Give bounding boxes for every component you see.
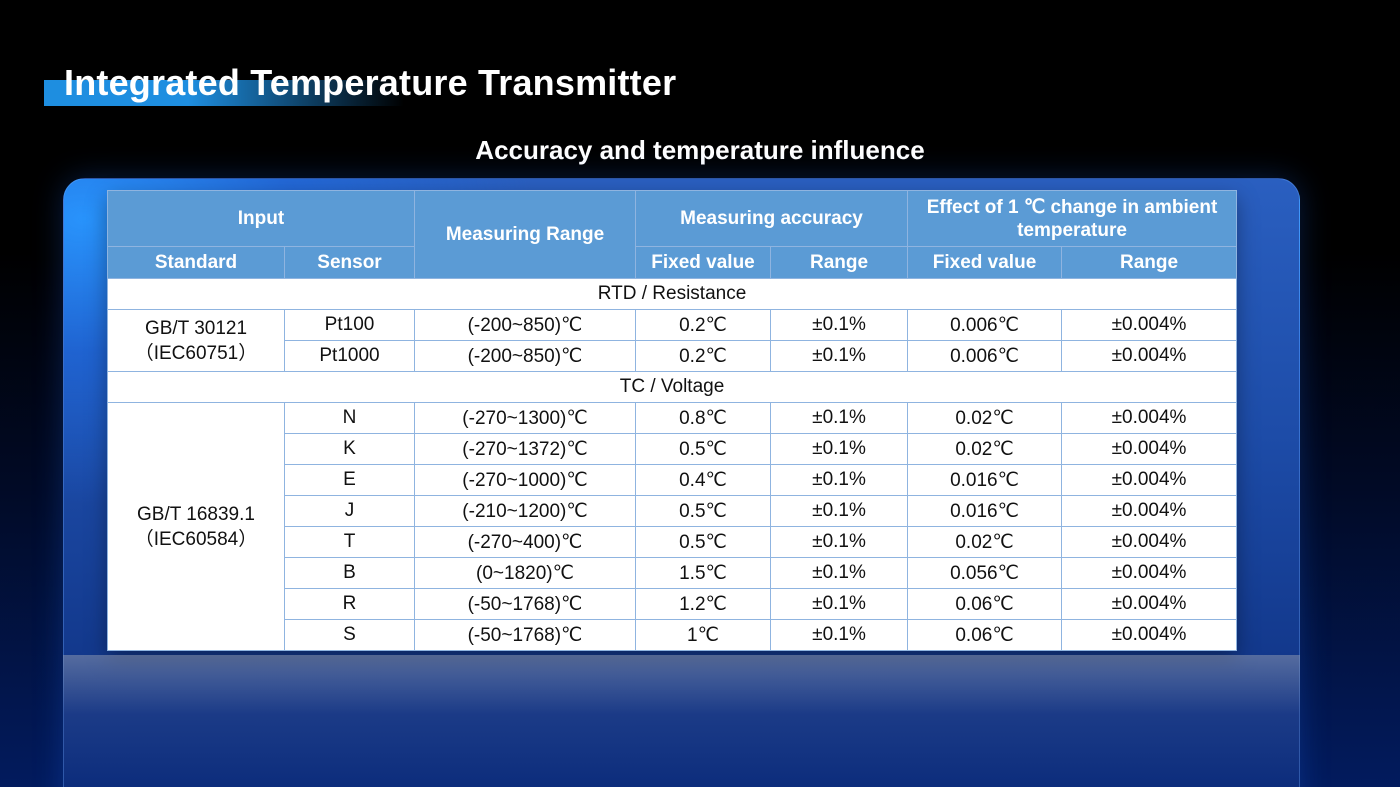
measuring-range-cell: (-210~1200)℃: [414, 495, 636, 527]
effect-range-cell: ±0.004%: [1061, 464, 1238, 496]
accuracy-fixed-cell: 1℃: [635, 619, 771, 651]
accuracy-range-cell: ±0.1%: [769, 340, 909, 372]
measuring-range-cell: (-270~1372)℃: [414, 433, 636, 465]
table-row: B (0~1820)℃ 1.5℃ ±0.1% 0.056℃ ±0.004%: [108, 557, 1238, 589]
sensor-cell: N: [284, 402, 415, 434]
section-row-rtd: RTD / Resistance: [106, 278, 1238, 310]
table-row: R (-50~1768)℃ 1.2℃ ±0.1% 0.06℃ ±0.004%: [108, 588, 1238, 620]
header-effect-fixed-value: Fixed value: [907, 246, 1063, 279]
header-measuring-range: Measuring Range: [414, 190, 636, 279]
header-standard: Standard: [107, 246, 285, 279]
standard-cell: GB/T 16839.1 （IEC60584）: [107, 402, 285, 651]
accuracy-fixed-cell: 1.2℃: [635, 588, 771, 620]
header-effect-range: Range: [1061, 246, 1238, 279]
table-row: E (-270~1000)℃ 0.4℃ ±0.1% 0.016℃ ±0.004%: [108, 464, 1238, 496]
accuracy-range-cell: ±0.1%: [769, 433, 909, 465]
effect-range-cell: ±0.004%: [1061, 402, 1238, 434]
header-accuracy-range: Range: [769, 246, 909, 279]
effect-fixed-cell: 0.02℃: [907, 526, 1063, 558]
table-body: RTD / Resistance GB/T 30121 （IEC60751） P…: [106, 278, 1238, 651]
accuracy-fixed-cell: 0.5℃: [635, 433, 771, 465]
sensor-cell: Pt100: [284, 309, 415, 341]
effect-range-cell: ±0.004%: [1061, 340, 1238, 372]
effect-range-cell: ±0.004%: [1061, 526, 1238, 558]
sensor-cell: J: [284, 495, 415, 527]
accuracy-fixed-cell: 0.5℃: [635, 526, 771, 558]
accuracy-range-cell: ±0.1%: [769, 402, 909, 434]
accuracy-range-cell: ±0.1%: [769, 619, 909, 651]
effect-fixed-cell: 0.016℃: [907, 495, 1063, 527]
measuring-range-cell: (-270~1300)℃: [414, 402, 636, 434]
measuring-range-cell: (-200~850)℃: [414, 309, 636, 341]
sensor-cell: Pt1000: [284, 340, 415, 372]
effect-range-cell: ±0.004%: [1061, 619, 1238, 651]
accuracy-fixed-cell: 0.2℃: [635, 309, 771, 341]
accuracy-fixed-cell: 0.5℃: [635, 495, 771, 527]
accuracy-fixed-cell: 0.8℃: [635, 402, 771, 434]
sensor-cell: K: [284, 433, 415, 465]
accuracy-fixed-cell: 0.2℃: [635, 340, 771, 372]
accuracy-fixed-cell: 1.5℃: [635, 557, 771, 589]
sensor-cell: T: [284, 526, 415, 558]
table-row: GB/T 30121 （IEC60751） Pt100 (-200~850)℃ …: [107, 309, 1238, 372]
effect-fixed-cell: 0.016℃: [907, 464, 1063, 496]
effect-range-cell: ±0.004%: [1061, 433, 1238, 465]
title-accent-bar: [44, 80, 404, 106]
header-sensor: Sensor: [284, 246, 415, 279]
effect-range-cell: ±0.004%: [1061, 495, 1238, 527]
page-subtitle: Accuracy and temperature influence: [475, 135, 925, 165]
effect-fixed-cell: 0.02℃: [907, 402, 1063, 434]
measuring-range-cell: (-270~1000)℃: [414, 464, 636, 496]
accuracy-fixed-cell: 0.4℃: [635, 464, 771, 496]
sensor-cell: S: [284, 619, 415, 651]
measuring-range-cell: (-200~850)℃: [414, 340, 636, 372]
sensor-cell: R: [284, 588, 415, 620]
accuracy-range-cell: ±0.1%: [769, 526, 909, 558]
table-row: J (-210~1200)℃ 0.5℃ ±0.1% 0.016℃ ±0.004%: [108, 495, 1238, 527]
table-row: Pt1000 (-200~850)℃ 0.2℃ ±0.1% 0.006℃ ±0.…: [108, 340, 1238, 372]
effect-fixed-cell: 0.006℃: [907, 309, 1063, 341]
page-title: Integrated Temperature Transmitter: [64, 62, 677, 103]
accuracy-range-cell: ±0.1%: [769, 588, 909, 620]
measuring-range-cell: (-50~1768)℃: [414, 619, 636, 651]
effect-range-cell: ±0.004%: [1061, 309, 1238, 341]
standard-name: GB/T 16839.1: [137, 503, 255, 525]
effect-fixed-cell: 0.06℃: [907, 619, 1063, 651]
table-row: GB/T 16839.1 （IEC60584） N (-270~1300)℃ 0…: [107, 402, 1238, 651]
header-ambient-effect: Effect of 1 ℃ change in ambient temperat…: [907, 190, 1238, 247]
measuring-range-cell: (-50~1768)℃: [414, 588, 636, 620]
header-measuring-accuracy: Measuring accuracy: [634, 190, 909, 247]
effect-range-cell: ±0.004%: [1061, 557, 1238, 589]
table-row: K (-270~1372)℃ 0.5℃ ±0.1% 0.02℃ ±0.004%: [108, 433, 1238, 465]
measuring-range-cell: (-270~400)℃: [414, 526, 636, 558]
sensor-cell: E: [284, 464, 415, 496]
accuracy-range-cell: ±0.1%: [769, 495, 909, 527]
measuring-range-cell: (0~1820)℃: [414, 557, 636, 589]
sensor-cell: B: [284, 557, 415, 589]
accuracy-range-cell: ±0.1%: [769, 557, 909, 589]
effect-fixed-cell: 0.006℃: [907, 340, 1063, 372]
accuracy-range-cell: ±0.1%: [769, 464, 909, 496]
standard-iec: （IEC60751）: [134, 342, 258, 364]
section-label: TC / Voltage: [106, 371, 1238, 403]
standard-iec: （IEC60584）: [134, 528, 258, 550]
effect-fixed-cell: 0.056℃: [907, 557, 1063, 589]
standard-name: GB/T 30121: [144, 317, 248, 339]
table-row: S (-50~1768)℃ 1℃ ±0.1% 0.06℃ ±0.004%: [108, 619, 1238, 651]
section-row-tc: TC / Voltage: [106, 371, 1238, 403]
effect-range-cell: ±0.004%: [1061, 588, 1238, 620]
header-accuracy-fixed-value: Fixed value: [635, 246, 771, 279]
accuracy-range-cell: ±0.1%: [769, 309, 909, 341]
accuracy-table: Input Measuring Range Measuring accuracy…: [106, 190, 1238, 651]
effect-fixed-cell: 0.06℃: [907, 588, 1063, 620]
effect-fixed-cell: 0.02℃: [907, 433, 1063, 465]
table-header: Input Measuring Range Measuring accuracy…: [107, 190, 1238, 279]
header-input: Input: [107, 190, 415, 247]
section-label: RTD / Resistance: [106, 278, 1238, 310]
standard-cell: GB/T 30121 （IEC60751）: [107, 309, 285, 372]
